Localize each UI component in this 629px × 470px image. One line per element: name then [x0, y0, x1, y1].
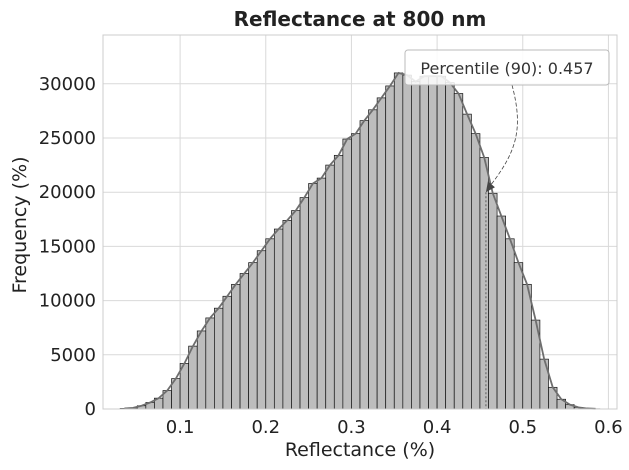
histogram-bar [522, 283, 532, 410]
histogram-bar [376, 97, 387, 410]
x-axis-label: Reflectance (%) [285, 439, 435, 461]
histogram-bar [393, 72, 404, 410]
y-tick-label: 5000 [50, 345, 96, 366]
y-tick-label: 20000 [39, 182, 96, 203]
histogram-bar [231, 283, 241, 410]
histogram-bar [445, 82, 455, 410]
histogram-bar [368, 109, 378, 410]
histogram-bar [411, 81, 421, 410]
histogram-bar [419, 75, 429, 410]
histogram-bar [299, 197, 309, 410]
histogram-bar [479, 157, 489, 410]
annotation-arrow [489, 84, 518, 187]
histogram-bar [513, 262, 524, 410]
histogram-bar [256, 250, 267, 410]
histogram-bar [308, 183, 318, 410]
x-tick-label: 0.2 [251, 417, 280, 438]
y-tick-label: 25000 [39, 128, 96, 149]
plot-frame [102, 34, 618, 410]
histogram-bar [342, 138, 352, 410]
annotation-box [404, 49, 610, 86]
y-axis-label: Frequency (%) [9, 156, 31, 293]
histogram-bar [325, 164, 335, 410]
histogram-bar [333, 154, 344, 410]
y-tick-label: 10000 [39, 291, 96, 312]
histogram-bar [196, 330, 207, 410]
histogram-bar [248, 262, 258, 410]
y-tick-labels: 0 5000 10000 15000 20000 25000 30000 [39, 74, 96, 420]
histogram-bar [282, 220, 292, 410]
x-tick-label: 0.4 [423, 417, 452, 438]
histogram-bar [359, 120, 369, 410]
histogram-bar [471, 133, 481, 410]
histogram-bars [119, 72, 601, 410]
y-tick-label: 30000 [39, 74, 96, 95]
histogram-bar [462, 113, 472, 410]
histogram-bar [291, 210, 301, 410]
x-tick-label: 0.5 [508, 417, 537, 438]
histogram-bar [505, 238, 515, 410]
histogram-bar [402, 74, 412, 410]
histogram-bar [496, 215, 506, 410]
histogram-bar [428, 75, 438, 410]
histogram-bar [214, 307, 224, 410]
histogram-bar [222, 295, 232, 410]
kde-curve [124, 71, 596, 410]
histogram-bar [488, 192, 498, 410]
y-tick-label: 0 [85, 399, 96, 420]
x-tick-label: 0.3 [337, 417, 366, 438]
x-tick-label: 0.1 [166, 417, 195, 438]
x-tick-label: 0.6 [594, 417, 623, 438]
histogram-bar [453, 93, 464, 410]
histogram-bar [265, 238, 275, 410]
chart-title: Reflectance at 800 nm [234, 7, 487, 31]
histogram-bar [273, 228, 284, 410]
histogram-bar [385, 85, 395, 410]
histogram-bar [188, 345, 198, 410]
histogram-bar [205, 317, 215, 410]
annotation-arrowhead [485, 181, 495, 193]
x-tick-labels: 0.1 0.2 0.3 0.4 0.5 0.6 [166, 417, 623, 438]
histogram-bar [436, 75, 447, 410]
annotation-text: Percentile (90): 0.457 [420, 59, 593, 78]
histogram-bar [351, 133, 361, 410]
y-tick-label: 15000 [39, 236, 96, 257]
histogram-bar [316, 177, 327, 410]
histogram-bar [239, 273, 249, 410]
